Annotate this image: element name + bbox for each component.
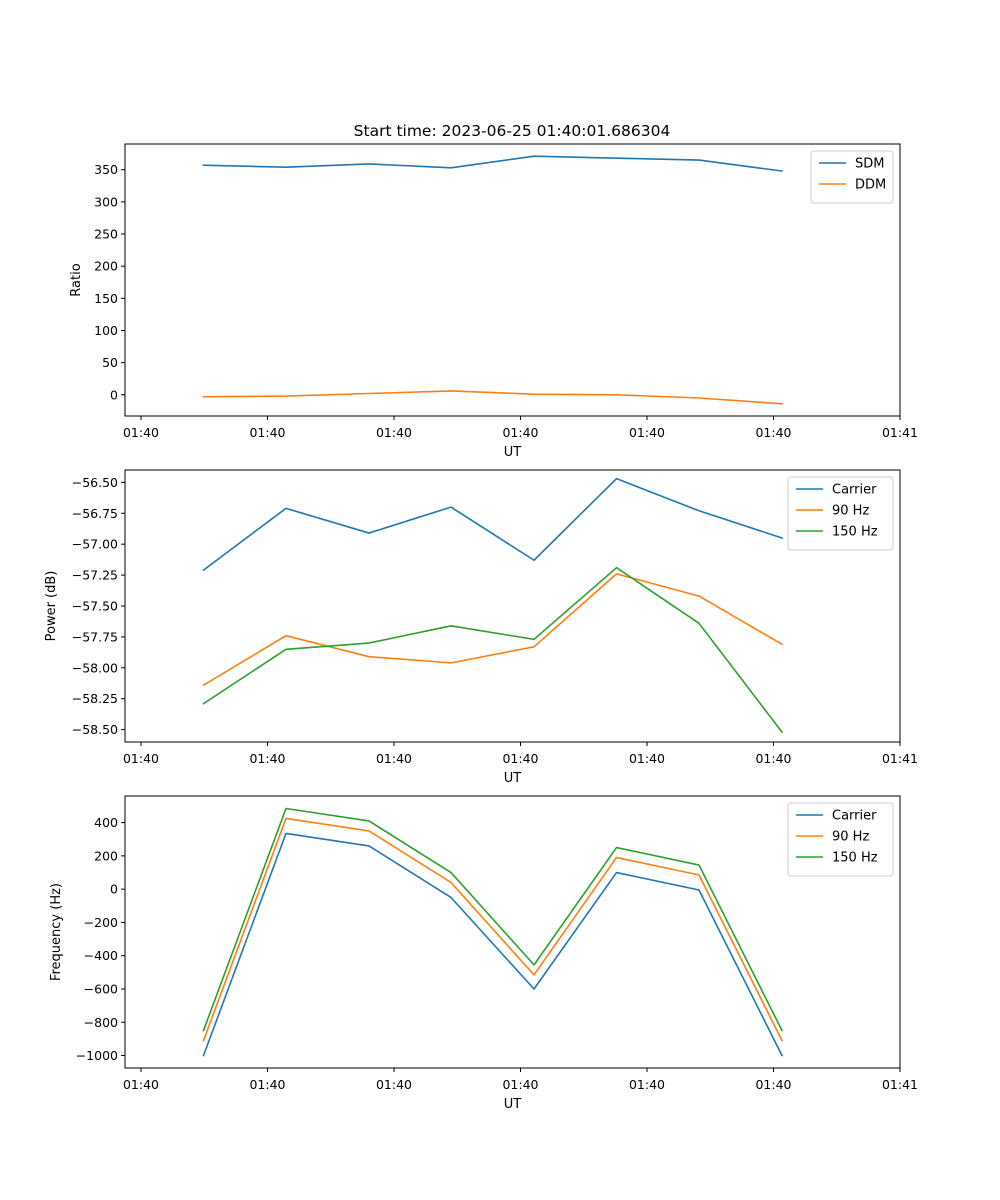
x-axis-label: UT <box>504 1097 522 1112</box>
y-tick-label: 300 <box>94 194 118 209</box>
legend-label: 150 Hz <box>832 525 878 540</box>
x-tick-label: 01:40 <box>123 751 159 766</box>
chart-title: Start time: 2023-06-25 01:40:01.686304 <box>354 122 671 140</box>
series-line-150-hz <box>202 566 784 734</box>
subplot-2: −58.50 −58.25 −58.00 −57.75 −57.50 −57.25 −57.… <box>44 469 918 786</box>
y-tick-label: 150 <box>94 291 118 306</box>
x-tick-label: 01:40 <box>502 751 538 766</box>
x-tick-label: 01:40 <box>629 425 665 440</box>
x-tick-label: 01:41 <box>882 751 918 766</box>
legend-label: 90 Hz <box>832 504 869 519</box>
x-tick-label: 01:40 <box>502 425 538 440</box>
y-axis-label: Frequency (Hz) <box>49 883 64 981</box>
y-tick-label: −58.25 <box>72 691 118 706</box>
y-tick-label: 0 <box>110 387 118 402</box>
y-tick-label: 200 <box>94 848 118 863</box>
x-tick-label: 01:40 <box>755 1077 791 1092</box>
x-tick-label: 01:40 <box>629 751 665 766</box>
x-axis-label: UT <box>504 445 522 460</box>
legend: SDM DDM <box>810 150 894 204</box>
y-axis-label: Ratio <box>69 263 84 296</box>
series-line-150-hz <box>202 807 784 1032</box>
y-tick-label: 0 <box>110 882 118 897</box>
plot-area-frame <box>124 143 901 417</box>
y-tick-label: −57.50 <box>72 599 118 614</box>
y-tick-label: −57.75 <box>72 629 118 644</box>
legend: Carrier 90 Hz 150 Hz <box>787 476 894 551</box>
legend-label: Carrier <box>832 809 877 824</box>
y-tick-label: 350 <box>94 162 118 177</box>
y-tick-label: −58.00 <box>72 660 118 675</box>
x-tick-label: 01:40 <box>376 751 412 766</box>
series-line-sdm <box>202 155 783 172</box>
legend-label: 150 Hz <box>832 851 878 866</box>
legend-label: DDM <box>855 178 886 193</box>
x-tick-label: 01:40 <box>376 425 412 440</box>
series-line-ddm <box>202 390 783 405</box>
y-tick-label: 250 <box>94 227 118 242</box>
x-tick-label: 01:40 <box>123 425 159 440</box>
x-tick-label: 01:40 <box>629 1077 665 1092</box>
y-tick-label: 200 <box>94 259 118 274</box>
y-tick-label: −400 <box>84 948 118 963</box>
x-tick-label: 01:41 <box>882 1077 918 1092</box>
y-tick-label: −56.50 <box>72 475 118 490</box>
y-axis-label: Power (dB) <box>44 571 59 642</box>
x-tick-label: 01:40 <box>755 751 791 766</box>
x-axis-label: UT <box>504 771 522 786</box>
series-line-carrier <box>202 832 784 1057</box>
y-tick-label: 400 <box>94 815 118 830</box>
series-line-90-hz <box>202 817 784 1042</box>
y-tick-label: −200 <box>84 915 118 930</box>
subplot-3: −1000 −800 −600 −400 −200 0 200 400 01:40 01:40 01… <box>49 795 918 1112</box>
y-tick-label: 50 <box>102 355 118 370</box>
x-tick-label: 01:41 <box>882 425 918 440</box>
y-tick-label: −1000 <box>76 1048 118 1063</box>
y-tick-label: −57.00 <box>72 537 118 552</box>
y-tick-label: 100 <box>94 323 118 338</box>
x-tick-label: 01:40 <box>376 1077 412 1092</box>
x-tick-label: 01:40 <box>123 1077 159 1092</box>
plot-area-frame <box>124 795 901 1069</box>
legend-box <box>810 150 894 204</box>
x-tick-label: 01:40 <box>249 1077 285 1092</box>
legend-label: Carrier <box>832 483 877 498</box>
y-tick-label: −58.50 <box>72 722 118 737</box>
plot-area-frame <box>124 469 901 743</box>
legend-label: 90 Hz <box>832 830 869 845</box>
series-line-90-hz <box>202 573 784 687</box>
y-tick-label: −800 <box>84 1015 118 1030</box>
x-tick-label: 01:40 <box>249 425 285 440</box>
y-tick-label: −57.25 <box>72 568 118 583</box>
y-tick-label: −56.75 <box>72 506 118 521</box>
x-tick-label: 01:40 <box>755 425 791 440</box>
legend: Carrier 90 Hz 150 Hz <box>787 802 894 877</box>
legend-label: SDM <box>855 157 884 172</box>
y-tick-label: −600 <box>84 981 118 996</box>
subplot-1: 0 50 100 150 200 250 300 350 01:40 01:40 01:40 01:4… <box>69 143 918 460</box>
x-tick-label: 01:40 <box>502 1077 538 1092</box>
x-tick-label: 01:40 <box>249 751 285 766</box>
series-line-carrier <box>202 477 784 572</box>
